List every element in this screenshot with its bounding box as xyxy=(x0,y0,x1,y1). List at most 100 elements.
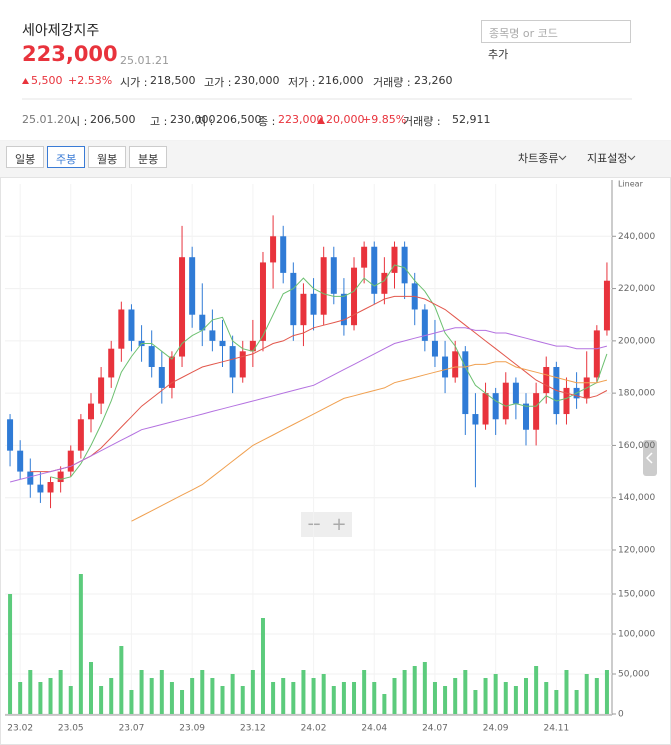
y-tick-label: 200,000 xyxy=(618,336,655,346)
volume-bar xyxy=(382,694,387,714)
candle-body xyxy=(77,419,84,451)
volume-bar xyxy=(422,662,427,714)
candle-body xyxy=(57,471,64,483)
candle-body xyxy=(361,246,368,268)
caret xyxy=(628,155,636,161)
volume-bar xyxy=(402,670,407,714)
x-tick-label: 24.02 xyxy=(301,724,327,734)
volume-bar xyxy=(78,574,83,714)
x-tick-label: 23.07 xyxy=(119,724,145,734)
candle-body xyxy=(27,471,34,485)
prev-volume: 52,911 xyxy=(452,113,491,126)
x-tick-label: 24.07 xyxy=(422,724,448,734)
stat-value: 230,000 xyxy=(170,113,216,126)
candle-body xyxy=(239,351,246,378)
volume-bar xyxy=(129,690,134,714)
volume-bar xyxy=(432,682,437,714)
candle-body xyxy=(17,450,24,472)
zoom-in[interactable]: + xyxy=(331,514,346,535)
volume-bar xyxy=(159,670,164,714)
volume-bar xyxy=(8,594,13,714)
moving-average xyxy=(30,295,608,473)
zoom-bg[interactable] xyxy=(301,512,352,537)
x-tick-label: 23.02 xyxy=(7,724,33,734)
volume-bar xyxy=(311,678,316,714)
candle-body xyxy=(563,387,570,415)
volume-bar xyxy=(503,682,508,714)
stat-value: 23,260 xyxy=(414,74,453,87)
candle-body xyxy=(67,450,74,472)
volume-bar xyxy=(372,682,377,714)
volume-bar xyxy=(38,682,43,714)
tab[interactable]: 주봉 xyxy=(47,146,86,168)
y-tick-label: 240,000 xyxy=(618,232,655,242)
candle-body xyxy=(421,309,428,341)
side-tab[interactable] xyxy=(643,440,657,476)
tab[interactable]: 월봉 xyxy=(88,146,127,168)
candle-body xyxy=(431,340,438,357)
stat-label: 종 : xyxy=(258,115,276,128)
candle-body xyxy=(47,482,54,493)
search-input[interactable]: 종목명 or 코드 xyxy=(481,20,631,43)
x-tick-label: 23.12 xyxy=(240,724,266,734)
chart-type-menu[interactable]: 차트종류 xyxy=(518,150,567,166)
volume-bar xyxy=(362,670,367,714)
candle-body xyxy=(219,340,226,347)
volume-bar xyxy=(18,682,23,714)
candle-body xyxy=(391,246,398,273)
volume-bar xyxy=(119,646,124,714)
candle-body xyxy=(280,236,287,273)
candle-body xyxy=(320,257,327,315)
stat-label: 고 : xyxy=(150,115,168,128)
volume-bar xyxy=(28,670,33,714)
stat-value: 223,000 xyxy=(278,113,324,126)
y-tick-label: 140,000 xyxy=(618,493,655,503)
volume-bar xyxy=(392,678,397,714)
candle-body xyxy=(371,246,378,294)
volume-bar xyxy=(443,686,448,714)
volume-bar xyxy=(68,686,73,714)
y-tick-label: 220,000 xyxy=(618,284,655,294)
up-arrow xyxy=(22,78,29,84)
volume-bar xyxy=(58,670,63,714)
indicator-menu[interactable]: 지표설정 xyxy=(587,150,636,166)
y-tick-label: 50,000 xyxy=(618,670,650,680)
x-tick-label: 24.04 xyxy=(361,724,387,734)
add-button[interactable]: 추가 xyxy=(488,48,509,61)
volume-bar xyxy=(473,690,478,714)
candle-body xyxy=(442,356,449,378)
price: 223,000 xyxy=(22,42,118,66)
volume-bar xyxy=(109,678,114,714)
x-tick-label: 23.09 xyxy=(179,724,205,734)
stat-value: 230,000 xyxy=(234,74,280,87)
candle-body xyxy=(502,382,509,420)
volume-bar xyxy=(544,682,549,714)
candle-body xyxy=(401,246,408,284)
prev-volume-label: 거래량 : xyxy=(403,115,441,128)
volume-bar xyxy=(604,670,609,714)
candle-body xyxy=(310,293,317,315)
up-arrow xyxy=(317,117,325,124)
candle-body xyxy=(158,367,165,388)
candle-body xyxy=(108,348,115,378)
candle-body xyxy=(603,280,610,331)
prev-change-pct: +9.85% xyxy=(362,113,407,126)
moving-average xyxy=(9,327,608,483)
candle-body xyxy=(199,314,206,331)
candle-body xyxy=(98,377,105,404)
volume-bar xyxy=(230,674,235,714)
y-tick-label: 160,000 xyxy=(618,441,655,451)
volume-bar xyxy=(190,678,195,714)
change-pct: +2.53% xyxy=(68,74,113,87)
y-tick-label: 180,000 xyxy=(618,389,655,399)
volume-bar xyxy=(594,678,599,714)
candle-body xyxy=(512,382,519,404)
volume-bar xyxy=(463,670,468,714)
volume-bar xyxy=(534,666,539,714)
stat-value: 206,500 xyxy=(90,113,136,126)
stock-name: 세아제강지주 xyxy=(22,23,100,39)
volume-bar xyxy=(240,686,245,714)
tab[interactable]: 분봉 xyxy=(129,146,168,168)
tab[interactable]: 일봉 xyxy=(6,146,45,168)
